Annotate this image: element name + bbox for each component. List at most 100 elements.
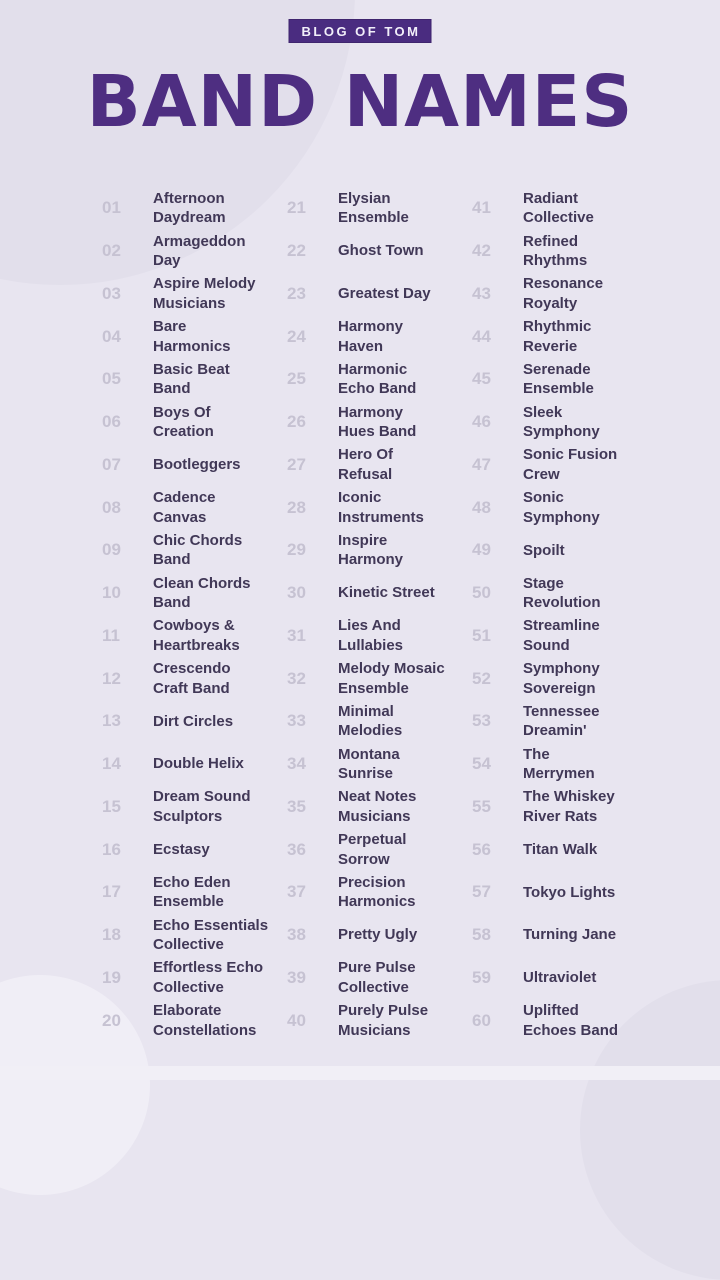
band-number: 43 <box>472 283 491 303</box>
band-item: 33 Minimal Melodies <box>287 700 472 743</box>
band-name: Tennessee Dreamin' <box>523 702 600 740</box>
band-item: 52 Symphony Sovereign <box>472 657 618 700</box>
band-item: 23 Greatest Day <box>287 273 472 316</box>
band-item: 06 Boys Of Creation <box>102 401 287 444</box>
band-number: 21 <box>287 198 306 218</box>
band-number: 25 <box>287 369 306 389</box>
band-name: Aspire Melody Musicians <box>153 275 256 312</box>
band-item: 14 Double Helix <box>102 743 287 786</box>
band-name: Radiant Collective <box>523 189 594 227</box>
band-number: 48 <box>472 497 491 517</box>
band-number: 56 <box>472 839 491 859</box>
band-item: 53 Tennessee Dreamin' <box>472 700 618 743</box>
band-name: Spoilt <box>523 541 565 559</box>
band-number: 29 <box>287 540 306 560</box>
band-name: Lies And Lullabies <box>338 617 404 654</box>
band-item: 11 Cowboys & Heartbreaks <box>102 615 287 658</box>
band-item: 56 Titan Walk <box>472 828 618 871</box>
band-number: 23 <box>287 283 306 303</box>
band-item: 28 Iconic Instruments <box>287 486 472 529</box>
band-name: Rhythmic Reverie <box>523 318 592 355</box>
band-number: 03 <box>102 283 121 303</box>
band-item: 54 The Merrymen <box>472 743 618 786</box>
band-item: 19 Effortless Echo Collective <box>102 957 287 1000</box>
band-name: Pure Pulse Collective <box>338 959 416 996</box>
band-name: Elaborate Constellations <box>153 1002 257 1039</box>
band-name: Serenade Ensemble <box>523 360 594 398</box>
band-number: 27 <box>287 454 306 474</box>
band-name: Pretty Ugly <box>338 926 418 944</box>
band-item: 29 Inspire Harmony <box>287 529 472 572</box>
band-name: Echo Essentials Collective <box>153 916 269 954</box>
band-name: Sonic Symphony <box>523 489 600 526</box>
band-name: The Whiskey River Rats <box>523 788 615 825</box>
band-number: 14 <box>102 754 121 774</box>
band-item: 27 Hero Of Refusal <box>287 444 472 487</box>
band-number: 20 <box>102 1010 121 1030</box>
band-name: Harmony Hues Band <box>338 403 417 441</box>
band-name: Sleek Symphony <box>523 403 600 441</box>
band-number: 09 <box>102 540 121 560</box>
band-item: 34 Montana Sunrise <box>287 743 472 786</box>
band-item: 35 Neat Notes Musicians <box>287 786 472 829</box>
band-number: 17 <box>102 882 121 902</box>
band-item: 24 Harmony Haven <box>287 315 472 358</box>
band-name: Purely Pulse Musicians <box>338 1002 429 1039</box>
band-number: 47 <box>472 454 491 474</box>
band-name: Effortless Echo Collective <box>153 959 264 996</box>
band-number: 50 <box>472 583 491 603</box>
band-number: 16 <box>102 839 121 859</box>
band-name: Melody Mosaic Ensemble <box>338 660 445 697</box>
band-item: 30 Kinetic Street <box>287 572 472 615</box>
band-name: Sonic Fusion Crew <box>523 446 618 483</box>
band-item: 05 Basic Beat Band <box>102 358 287 401</box>
band-column: 41 Radiant Collective 42 Refined Rhythms 43 R… <box>472 187 618 1042</box>
band-name: Bootleggers <box>153 456 241 474</box>
band-number: 41 <box>472 198 491 218</box>
band-column: 01 Afternoon Daydream 02 Armageddon Day 03 As… <box>102 187 287 1042</box>
band-number: 36 <box>287 839 306 859</box>
band-name: Iconic Instruments <box>338 489 424 526</box>
band-name: Uplifted Echoes Band <box>523 1002 619 1039</box>
band-item: 50 Stage Revolution <box>472 572 618 615</box>
band-name: Crescendo Craft Band <box>153 660 231 697</box>
band-number: 38 <box>287 925 306 945</box>
band-number: 28 <box>287 497 306 517</box>
band-name: Echo Eden Ensemble <box>153 873 231 911</box>
band-item: 44 Rhythmic Reverie <box>472 315 618 358</box>
band-number: 26 <box>287 412 306 432</box>
band-item: 48 Sonic Symphony <box>472 486 618 529</box>
band-name: Resonance Royalty <box>523 275 604 312</box>
bottom-edge-strip <box>0 1066 720 1080</box>
band-column: 21 Elysian Ensemble 22 Ghost Town 23 Greatest… <box>287 187 472 1042</box>
band-number: 15 <box>102 796 121 816</box>
band-number: 11 <box>102 625 120 645</box>
band-number: 52 <box>472 668 491 688</box>
band-item: 21 Elysian Ensemble <box>287 187 472 230</box>
band-number: 06 <box>102 412 121 432</box>
band-name: Minimal Melodies <box>338 702 403 740</box>
band-number: 35 <box>287 796 306 816</box>
band-number: 22 <box>287 241 306 261</box>
band-name: The Merrymen <box>523 745 595 783</box>
band-name: Refined Rhythms <box>523 232 588 270</box>
band-item: 41 Radiant Collective <box>472 187 618 230</box>
band-number: 12 <box>102 668 121 688</box>
band-name: Double Helix <box>153 755 244 773</box>
page-title: BAND NAMES <box>86 60 634 143</box>
band-number: 33 <box>287 711 306 731</box>
band-number: 13 <box>102 711 121 731</box>
band-name: Tokyo Lights <box>523 883 616 901</box>
band-name: Harmonic Echo Band <box>338 360 417 398</box>
band-name: Ultraviolet <box>523 969 597 987</box>
band-number: 08 <box>102 497 121 517</box>
band-name: Kinetic Street <box>338 584 435 602</box>
band-number: 42 <box>472 241 491 261</box>
band-name: Neat Notes Musicians <box>338 788 417 825</box>
band-number: 19 <box>102 967 121 987</box>
band-name: Montana Sunrise <box>338 745 400 783</box>
band-name: Harmony Haven <box>338 318 404 355</box>
band-item: 59 Ultraviolet <box>472 957 618 1000</box>
band-item: 47 Sonic Fusion Crew <box>472 444 618 487</box>
band-number: 54 <box>472 754 491 774</box>
